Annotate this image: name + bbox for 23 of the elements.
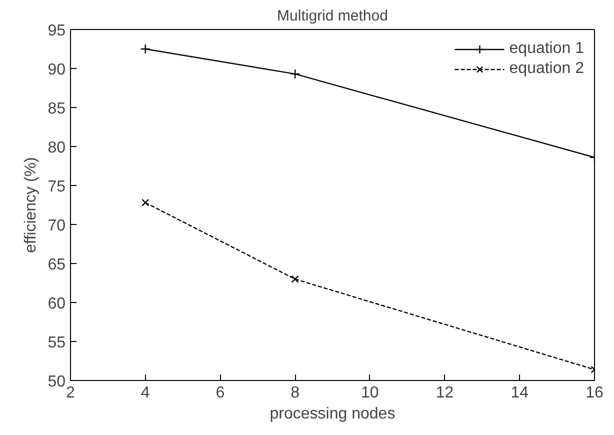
x-tick-label: 4 xyxy=(140,384,150,402)
x-tick-label: 16 xyxy=(586,384,604,402)
chart-title: Multigrid method xyxy=(277,8,388,24)
x-tick-label: 10 xyxy=(361,384,379,402)
y-tick-label: 95 xyxy=(48,22,66,40)
x-tick-label: 12 xyxy=(436,384,454,402)
x-tick-label: 2 xyxy=(66,384,76,402)
y-tick-label: 75 xyxy=(48,178,66,196)
x-tick-label: 6 xyxy=(216,384,225,402)
x-tick-label: 8 xyxy=(290,384,300,402)
x-tick-label: 14 xyxy=(510,384,529,402)
x-axis-title: processing nodes xyxy=(270,406,396,422)
y-axis-title: efficiency (%) xyxy=(22,157,40,253)
y-tick-label: 80 xyxy=(48,140,66,156)
y-tick-label: 85 xyxy=(48,100,66,118)
y-tick-label: 60 xyxy=(48,296,66,312)
legend-label: equation 2 xyxy=(509,60,584,78)
legend-label: equation 1 xyxy=(509,40,584,58)
y-tick-label: 50 xyxy=(48,374,66,390)
y-tick-label: 55 xyxy=(48,334,66,352)
y-tick-label: 90 xyxy=(48,62,66,78)
y-tick-label: 70 xyxy=(48,218,66,234)
y-tick-label: 65 xyxy=(48,256,66,274)
